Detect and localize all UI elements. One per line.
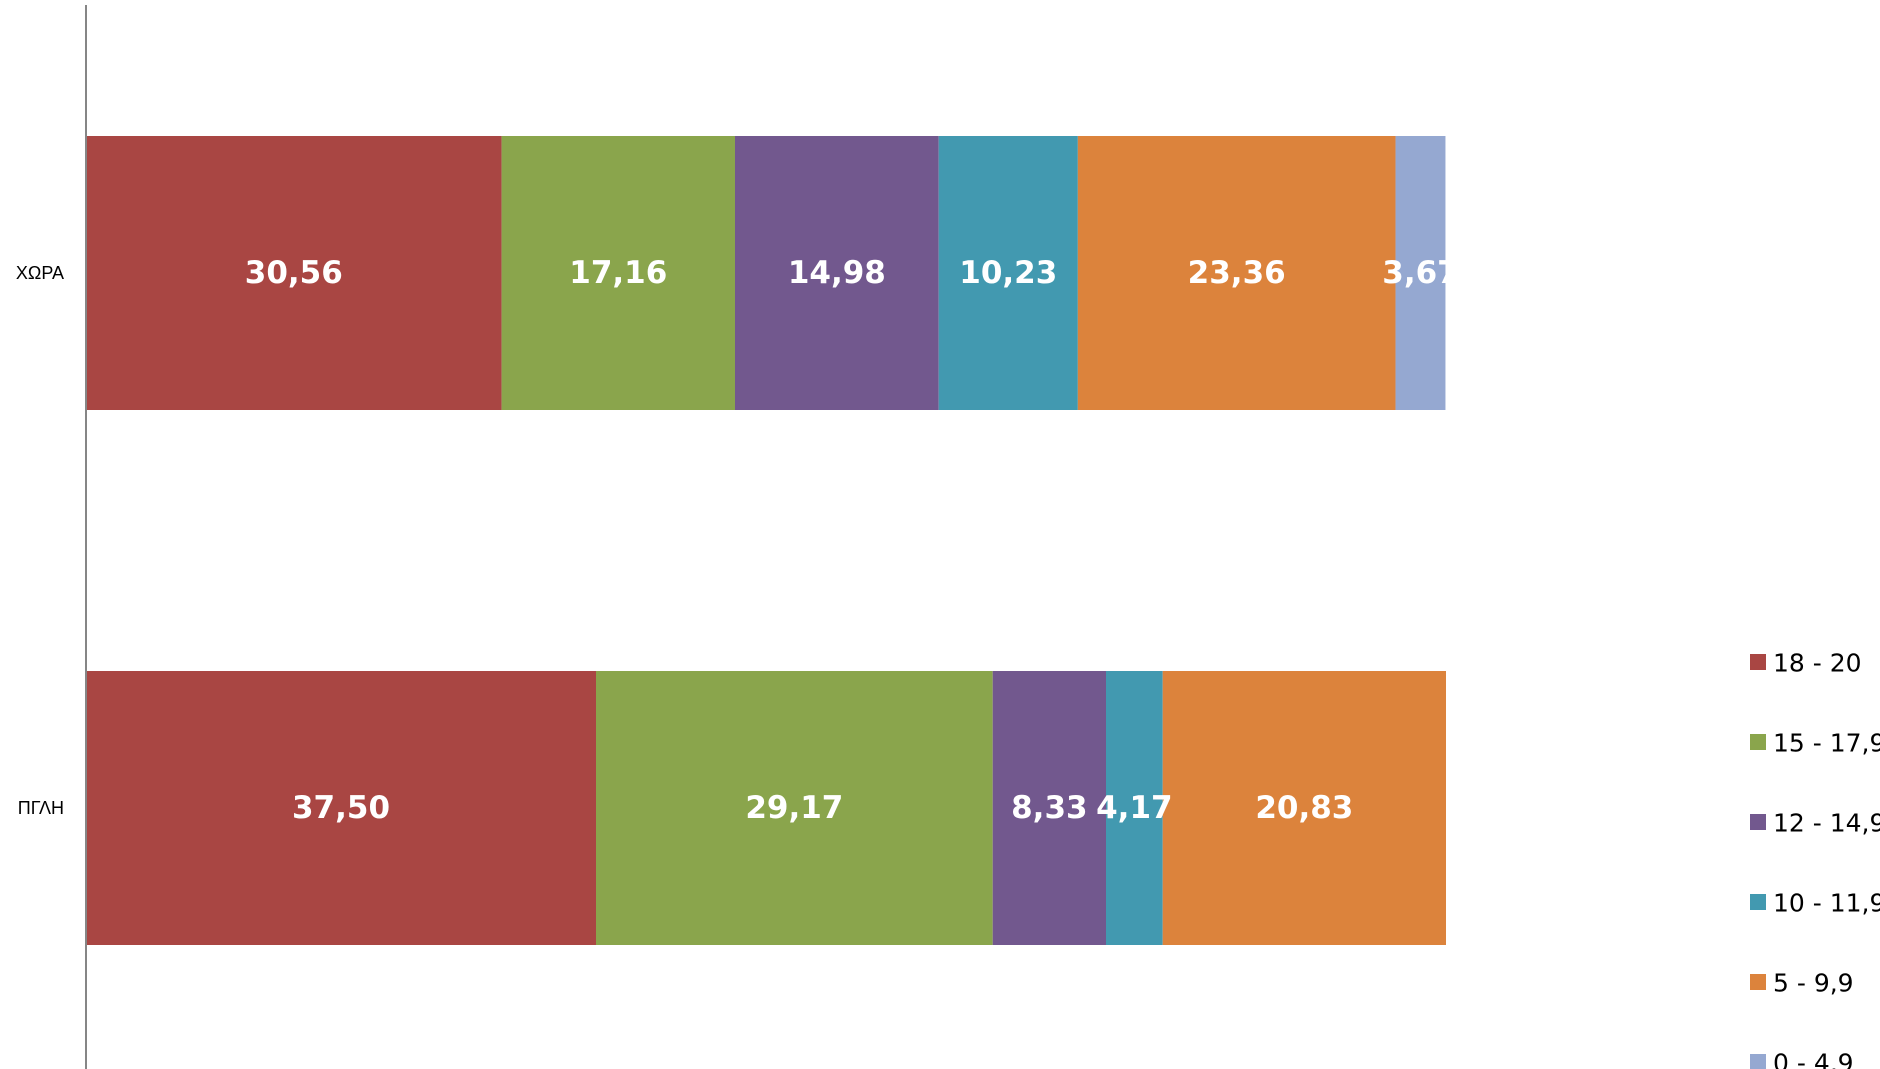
data-label: 4,17 [1096, 790, 1173, 826]
data-label: 20,83 [1255, 790, 1353, 826]
bar-segment [86, 671, 596, 945]
bar-segment [992, 671, 1106, 945]
bar-segment [1395, 136, 1446, 410]
category-label: ΧΩΡΑ [16, 263, 64, 283]
data-label: 17,16 [569, 255, 667, 291]
category-label: ΠΓΛΗ [18, 798, 64, 818]
legend-swatch [1750, 654, 1766, 670]
bar-segment [86, 136, 502, 410]
bar-segment [938, 136, 1078, 410]
data-label: 8,33 [1011, 790, 1088, 826]
legend-entry: 10 - 11,9 [1773, 889, 1880, 918]
legend-swatch [1750, 974, 1766, 990]
legend-swatch [1750, 894, 1766, 910]
data-label: 30,56 [245, 255, 343, 291]
legend-entry: 15 - 17,9 [1773, 729, 1880, 758]
legend-entry: 5 - 9,9 [1773, 969, 1854, 998]
data-label: 10,23 [959, 255, 1057, 291]
data-label: 14,98 [788, 255, 886, 291]
legend-swatch [1750, 734, 1766, 750]
bars-layer [86, 136, 1446, 945]
bar-segment [596, 671, 993, 945]
data-label: 37,50 [292, 790, 390, 826]
data-label: 3,67 [1382, 255, 1459, 291]
bar-segment [734, 136, 939, 410]
legend-swatch [1750, 1054, 1766, 1069]
bar-segment [501, 136, 735, 410]
legend-swatch [1750, 814, 1766, 830]
category-labels-layer: ΧΩΡΑ ΠΓΛΗ [16, 263, 64, 818]
data-label: 29,17 [745, 790, 843, 826]
legend-entry: 0 - 4,9 [1773, 1049, 1854, 1069]
bar-segment [1106, 671, 1163, 945]
legend-entry: 12 - 14,9 [1773, 809, 1880, 838]
bar-segment [1077, 136, 1396, 410]
bar-segment [1162, 671, 1446, 945]
data-label: 23,36 [1188, 255, 1286, 291]
legend-entry: 18 - 20 [1773, 649, 1862, 678]
legend: 18 - 20 15 - 17,9 12 - 14,9 10 - 11,9 5 - 9,… [1750, 649, 1880, 1069]
value-labels-layer: 30,56 17,16 14,98 10,23 23,36 3,67 37,50 29,17 8… [245, 255, 1459, 826]
